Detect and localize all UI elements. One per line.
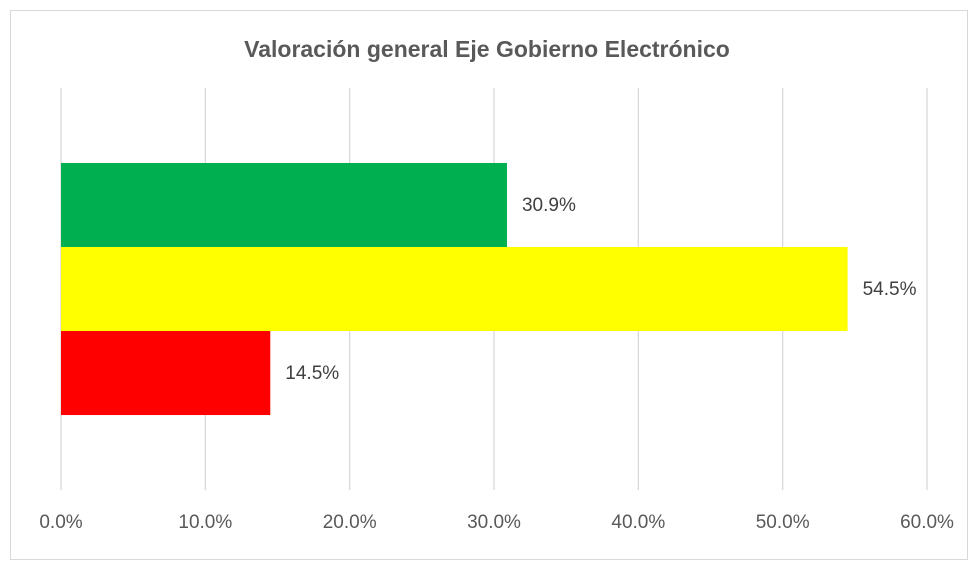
x-tick-label: 10.0% [178, 512, 232, 533]
bar [61, 331, 271, 416]
x-tick-label: 40.0% [611, 512, 665, 533]
x-tick-label: 50.0% [756, 512, 810, 533]
bar [61, 246, 848, 332]
chart-title: Valoración general Eje Gobierno Electrón… [244, 36, 730, 62]
x-tick-label: 0.0% [39, 512, 82, 533]
bar [61, 162, 507, 247]
data-label: 54.5% [863, 279, 917, 300]
data-label: 14.5% [285, 363, 339, 384]
data-label: 30.9% [522, 195, 576, 216]
x-tick-label: 30.0% [467, 512, 521, 533]
x-tick-label: 60.0% [900, 512, 954, 533]
x-tick-label: 20.0% [323, 512, 377, 533]
